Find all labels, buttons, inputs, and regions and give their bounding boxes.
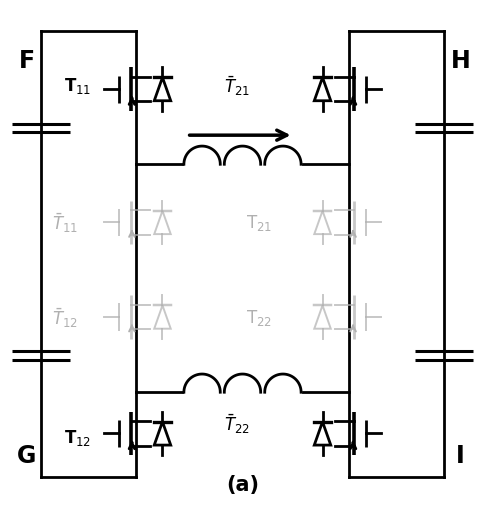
Text: T$_{11}$: T$_{11}$ <box>64 76 91 96</box>
Text: T$_{12}$: T$_{12}$ <box>64 427 91 447</box>
Text: G: G <box>17 443 36 467</box>
Text: T$_{21}$: T$_{21}$ <box>246 213 272 233</box>
Text: $\bar{T}_{12}$: $\bar{T}_{12}$ <box>52 306 78 329</box>
Text: H: H <box>450 49 469 73</box>
Text: $\bar{T}_{11}$: $\bar{T}_{11}$ <box>52 211 78 235</box>
Text: (a): (a) <box>226 474 258 494</box>
Text: $\bar{T}_{21}$: $\bar{T}_{21}$ <box>223 74 249 98</box>
Text: T$_{22}$: T$_{22}$ <box>246 307 272 327</box>
Text: $\bar{T}_{22}$: $\bar{T}_{22}$ <box>223 411 249 435</box>
Text: F: F <box>18 49 35 73</box>
Text: I: I <box>455 443 464 467</box>
